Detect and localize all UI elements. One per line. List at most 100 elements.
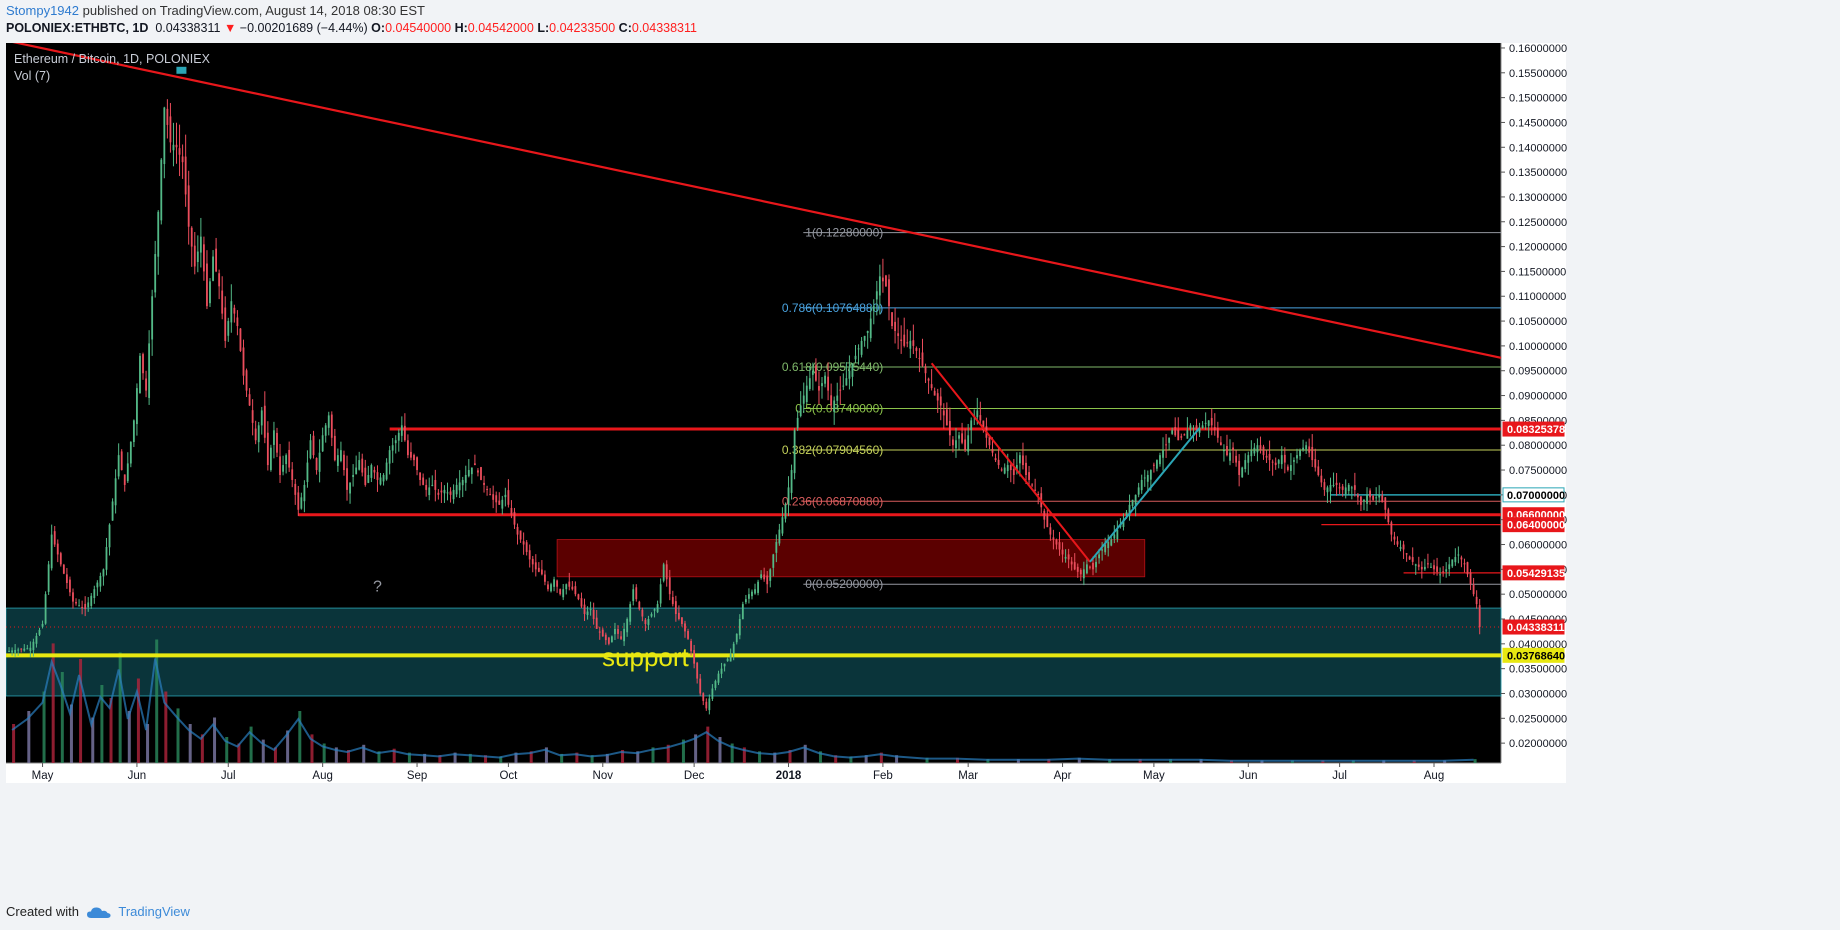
candle-body <box>775 542 778 553</box>
candle-body <box>56 543 59 555</box>
candle-body <box>1058 542 1061 550</box>
candle-body <box>1125 512 1128 516</box>
fib-level-label-0.618: 0.618(0.09575440) <box>782 360 883 374</box>
candle-body <box>565 584 568 590</box>
volume-bar <box>127 711 131 763</box>
candle-body <box>132 420 135 443</box>
candle-body <box>1174 427 1177 436</box>
candle-body <box>513 511 516 525</box>
candle-body <box>148 343 151 398</box>
high-label: H: <box>454 21 468 35</box>
candle-body <box>410 451 412 458</box>
candle-body <box>1140 479 1143 491</box>
candle-body <box>988 436 991 446</box>
candle-body <box>276 432 278 453</box>
candle-body <box>1366 494 1368 504</box>
volume-bar <box>803 744 807 763</box>
candle-body <box>531 558 534 565</box>
candle-body <box>413 455 415 461</box>
candle-body <box>184 156 187 195</box>
candle-body <box>1219 442 1222 446</box>
candle-body <box>1198 427 1201 433</box>
candle-body <box>738 619 741 636</box>
y-tick-label: 0.12000000 <box>1509 242 1567 254</box>
candle-body <box>674 601 677 615</box>
y-tick-label: 0.09000000 <box>1509 391 1567 403</box>
volume-bar <box>176 708 180 763</box>
candle-body <box>687 630 689 639</box>
candle-body <box>516 526 519 535</box>
last-price: 0.04338311 <box>155 21 221 35</box>
candle-body <box>1360 496 1362 505</box>
candle-body <box>1195 425 1198 431</box>
candle-body <box>510 507 513 515</box>
candle-body <box>507 490 510 505</box>
y-tick-label: 0.06000000 <box>1509 540 1567 552</box>
candle-body <box>297 492 300 510</box>
candle-body <box>936 393 939 401</box>
tradingview-cloud-icon <box>86 907 111 919</box>
candle-body <box>547 584 549 590</box>
candle-body <box>1101 549 1104 551</box>
candle-body <box>327 415 330 428</box>
volume-bar <box>438 755 442 763</box>
trendline <box>930 362 1091 563</box>
candle-body <box>1238 460 1241 475</box>
candle-body <box>1149 470 1152 480</box>
candle-body <box>790 470 793 493</box>
candle-body <box>361 458 364 473</box>
volume-bar <box>544 747 548 763</box>
y-tick-label: 0.02000000 <box>1509 738 1567 750</box>
candle-body <box>1475 596 1478 605</box>
tradingview-brand-link[interactable]: TradingView <box>86 904 190 919</box>
candle-body <box>1034 489 1037 491</box>
candle-body <box>741 604 744 620</box>
price-chart[interactable]: 1(0.12280000) 0.786(0.10764880) 0.618(0.09… <box>6 43 1840 893</box>
candle-body <box>209 281 211 304</box>
candle-body <box>699 678 702 694</box>
candle-body <box>842 385 845 387</box>
y-tick-label: 0.15500000 <box>1509 68 1567 80</box>
candle-body <box>431 484 434 486</box>
candle-body <box>681 617 683 624</box>
y-tick-label: 0.15000000 <box>1509 93 1567 105</box>
x-tick-label: May <box>1143 770 1165 782</box>
candle-body <box>273 430 275 445</box>
volume-bar <box>213 717 217 763</box>
volume-bar <box>605 753 609 763</box>
candle-body <box>1159 455 1161 465</box>
candle-body <box>269 447 272 470</box>
candle-body <box>1417 564 1420 567</box>
candle-body <box>604 634 607 641</box>
candle-body <box>102 569 105 577</box>
candle-body <box>1192 427 1195 429</box>
candle-body <box>62 564 65 574</box>
candle-body <box>1006 465 1009 472</box>
candle-body <box>1271 461 1274 463</box>
volume-bar <box>392 748 396 763</box>
candle-body <box>805 385 808 403</box>
author-link[interactable]: Stompy1942 <box>6 3 79 18</box>
candle-body <box>857 348 860 350</box>
volume-bar <box>1016 759 1020 763</box>
volume-bar <box>955 757 959 763</box>
time-axis-background <box>6 763 1501 783</box>
candle-body <box>1079 569 1082 575</box>
support-zone <box>6 607 1502 697</box>
fib-level-label-1: 1(0.12280000) <box>805 226 883 240</box>
volume-bar <box>237 743 241 763</box>
symbol-name[interactable]: POLONIEX:ETHBTC, 1D <box>6 21 149 35</box>
candle-body <box>397 432 400 441</box>
candle-body <box>1320 475 1323 483</box>
volume-indicator-label[interactable]: Vol (7) <box>14 69 51 83</box>
candle-body <box>918 357 921 359</box>
candle-body <box>96 582 99 588</box>
chart-area[interactable]: 1(0.12280000) 0.786(0.10764880) 0.618(0.09… <box>6 43 1840 893</box>
candle-body <box>827 376 830 391</box>
candle-body <box>550 584 552 592</box>
candle-body <box>288 449 291 468</box>
candle-body <box>467 470 470 477</box>
candle-body <box>1274 462 1277 466</box>
candle-body <box>1299 450 1301 457</box>
candle-body <box>787 487 790 505</box>
